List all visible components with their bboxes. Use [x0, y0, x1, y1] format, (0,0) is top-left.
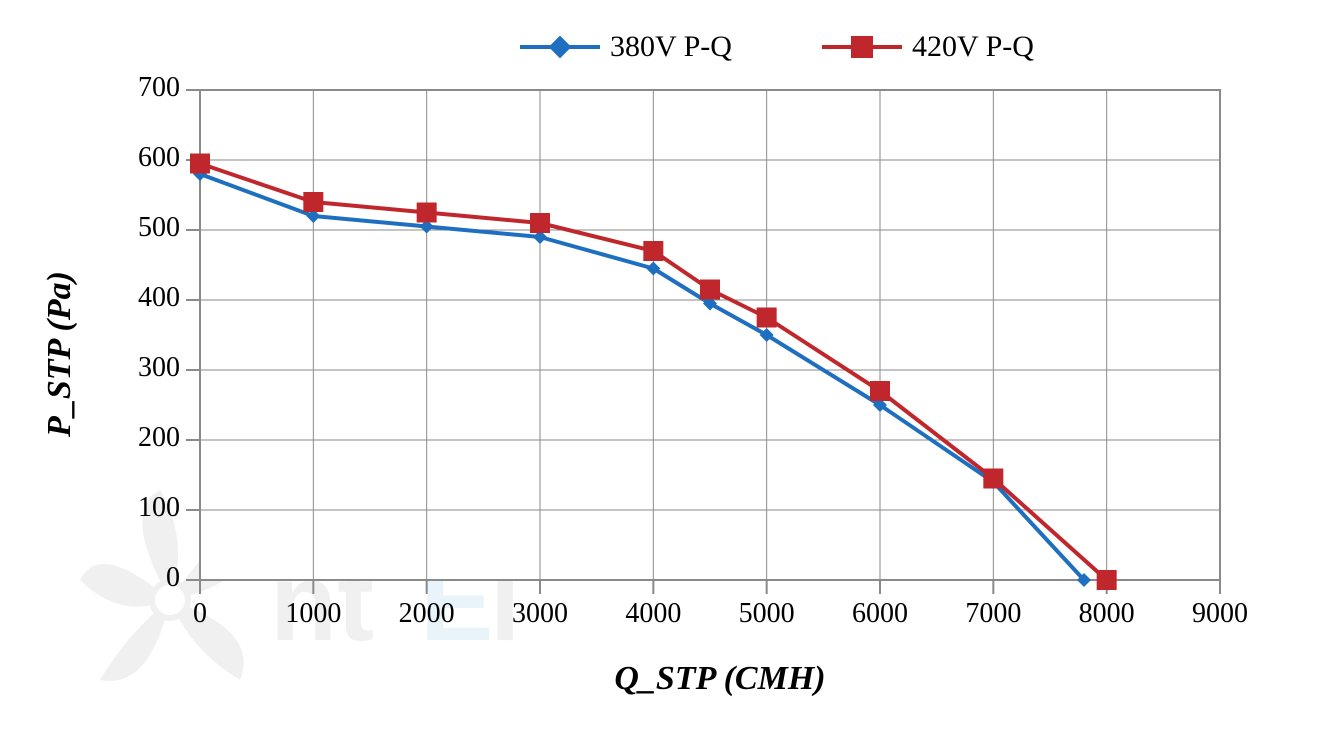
x-tick-label: 7000: [953, 598, 1033, 630]
x-tick-label: 9000: [1180, 598, 1260, 630]
y-tick-label: 300: [110, 352, 180, 384]
y-tick-label: 400: [110, 282, 180, 314]
x-tick-label: 0: [160, 598, 240, 630]
y-tick-label: 100: [110, 492, 180, 524]
y-tick-label: 700: [110, 72, 180, 104]
y-tick-label: 500: [110, 212, 180, 244]
x-tick-label: 2000: [387, 598, 467, 630]
x-tick-label: 3000: [500, 598, 580, 630]
y-tick-label: 0: [110, 562, 180, 594]
x-tick-label: 5000: [727, 598, 807, 630]
y-tick-label: 200: [110, 422, 180, 454]
x-tick-label: 8000: [1067, 598, 1147, 630]
x-tick-label: 1000: [273, 598, 353, 630]
y-tick-label: 600: [110, 142, 180, 174]
x-tick-label: 4000: [613, 598, 693, 630]
chart-container: 380V P-Q 420V P-Q P_STP (Pa) Q_STP (CMH)…: [0, 0, 1320, 741]
x-tick-label: 6000: [840, 598, 920, 630]
